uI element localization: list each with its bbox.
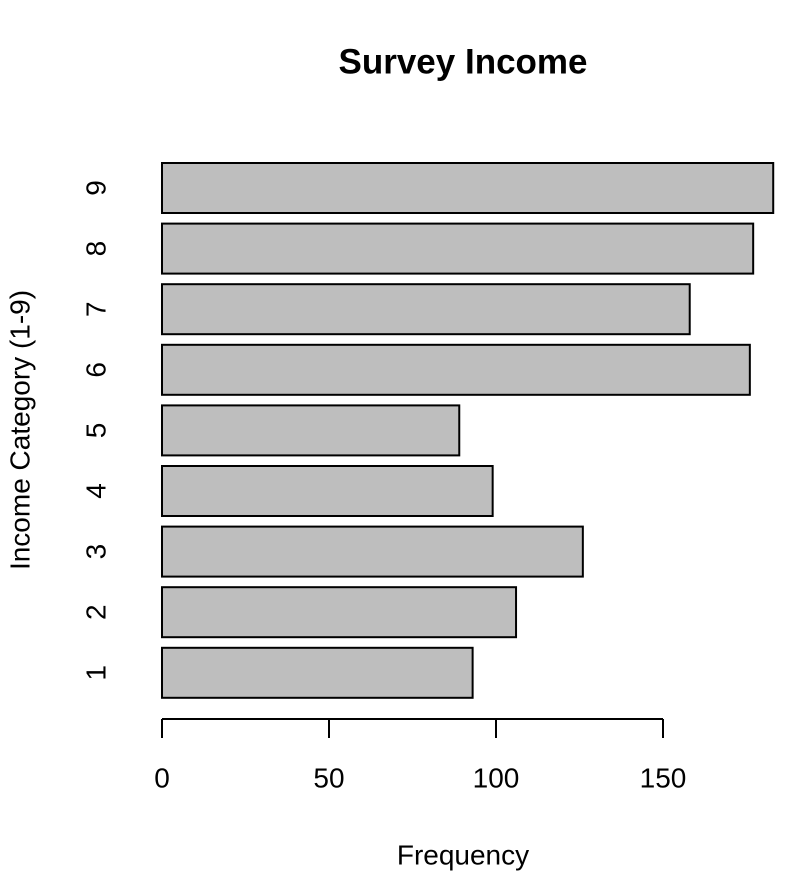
y-tick-label: 4 bbox=[80, 483, 111, 499]
y-tick-label: 9 bbox=[80, 180, 111, 196]
y-tick-label: 2 bbox=[80, 604, 111, 620]
bar bbox=[161, 465, 494, 517]
bar bbox=[161, 646, 474, 699]
y-tick-label: 5 bbox=[80, 423, 111, 439]
x-tick-label: 50 bbox=[313, 762, 344, 793]
y-tick-label: 6 bbox=[80, 362, 111, 378]
bar bbox=[161, 343, 751, 396]
bar bbox=[161, 222, 755, 275]
bar bbox=[161, 283, 691, 336]
y-tick-label: 3 bbox=[80, 544, 111, 560]
x-tick-label: 0 bbox=[154, 762, 170, 793]
y-tick-label: 7 bbox=[80, 301, 111, 317]
y-axis-label: Income Category (1-9) bbox=[4, 290, 35, 570]
chart-title: Survey Income bbox=[339, 42, 588, 81]
bar bbox=[161, 162, 775, 214]
bar bbox=[161, 525, 584, 578]
x-tick-label: 100 bbox=[473, 762, 520, 793]
x-axis-label: Frequency bbox=[397, 839, 529, 870]
bar bbox=[161, 404, 461, 457]
bar bbox=[161, 586, 518, 639]
x-tick-label: 150 bbox=[640, 762, 687, 793]
y-tick-label: 1 bbox=[80, 665, 111, 681]
y-tick-label: 8 bbox=[80, 241, 111, 257]
